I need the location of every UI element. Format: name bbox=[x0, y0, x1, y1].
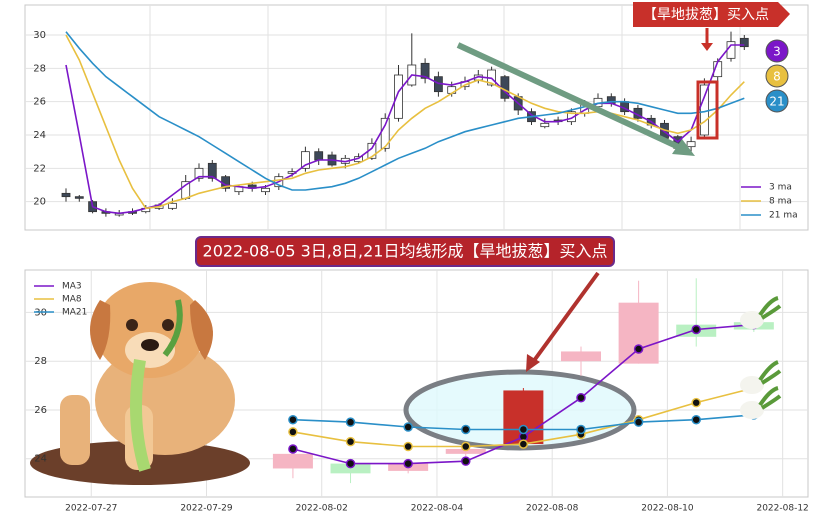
ma-point bbox=[345, 436, 356, 447]
badge-label: 3 bbox=[773, 45, 781, 59]
y-tick-label: 20 bbox=[33, 197, 46, 208]
y-tick-label: 24 bbox=[34, 454, 47, 465]
x-tick-label: 2022-08-10 bbox=[641, 504, 694, 514]
candle-body bbox=[61, 192, 71, 198]
ma-point bbox=[691, 414, 701, 425]
ma-point bbox=[691, 397, 701, 408]
ma-point bbox=[576, 424, 586, 435]
ma-point bbox=[633, 417, 644, 427]
ma-point bbox=[288, 427, 298, 437]
candle-body bbox=[300, 151, 310, 169]
ma-point bbox=[345, 458, 356, 469]
y-tick-label: 26 bbox=[34, 405, 47, 416]
ma-line bbox=[65, 44, 745, 215]
ma-point bbox=[403, 422, 413, 432]
legend-label: 21 ma bbox=[769, 211, 798, 221]
candle-body bbox=[394, 74, 403, 119]
title-banner bbox=[195, 236, 615, 267]
ma-line bbox=[65, 34, 745, 210]
annotation-text: 【旱地拔葱】买入点 bbox=[643, 7, 769, 23]
ma-point bbox=[461, 424, 471, 435]
candle-body bbox=[726, 41, 736, 59]
badge-label: 21 bbox=[769, 95, 784, 109]
pointer-arrow bbox=[531, 271, 600, 364]
legend-label: 3 ma bbox=[769, 183, 792, 193]
x-tick-label: 2022-08-08 bbox=[526, 504, 579, 514]
candle-body bbox=[330, 463, 371, 474]
pointer-arrow-head bbox=[526, 354, 540, 372]
text-layer: 【旱地拔葱】买入点 2022-08-05 3日,8日,21日均线形成【旱地拔葱】… bbox=[33, 7, 809, 514]
badge bbox=[765, 39, 789, 63]
trend-arrow-head bbox=[672, 139, 695, 156]
under-layer bbox=[25, 34, 808, 497]
ma-point bbox=[633, 344, 644, 354]
candle-body bbox=[618, 302, 659, 364]
y-tick-label: 28 bbox=[34, 356, 47, 367]
candle-body bbox=[700, 84, 709, 136]
leek-icons bbox=[740, 296, 782, 419]
x-tick-label: 2022-08-12 bbox=[756, 504, 808, 514]
decorations bbox=[30, 2, 790, 485]
candle-body bbox=[261, 187, 270, 193]
badge bbox=[765, 64, 789, 88]
trend-arrow bbox=[456, 42, 687, 153]
candle-body bbox=[194, 167, 204, 179]
ma-point bbox=[518, 439, 529, 449]
candle-body bbox=[540, 122, 550, 128]
ma-point bbox=[288, 444, 298, 454]
highlight-box bbox=[696, 80, 719, 140]
ma-line bbox=[65, 31, 745, 191]
candle-body bbox=[686, 141, 696, 148]
candle-body bbox=[74, 196, 84, 199]
legend-label: MA8 bbox=[62, 295, 82, 305]
ma-point bbox=[403, 458, 413, 469]
top-panel bbox=[24, 4, 809, 231]
y-tick-label: 22 bbox=[33, 163, 46, 174]
candle-body bbox=[314, 151, 324, 161]
dog-illustration bbox=[30, 282, 250, 485]
down-arrow-head bbox=[701, 43, 713, 51]
annotation-banner bbox=[633, 2, 790, 27]
ma-point bbox=[461, 456, 471, 466]
x-tick-label: 2022-07-29 bbox=[180, 504, 233, 514]
y-tick-label: 28 bbox=[33, 63, 46, 74]
ma-point bbox=[345, 417, 356, 427]
badge bbox=[765, 89, 789, 113]
plot-layer bbox=[61, 31, 774, 484]
badge-label: 8 bbox=[773, 70, 781, 84]
ma-point bbox=[288, 414, 298, 425]
candle-body bbox=[420, 62, 430, 79]
ma-point bbox=[403, 441, 413, 452]
ma-point bbox=[691, 324, 701, 335]
chart-title: 2022-08-05 3日,8日,21日均线形成【旱地拔葱】买入点 bbox=[203, 242, 608, 261]
candle-body bbox=[167, 202, 177, 209]
y-tick-label: 26 bbox=[33, 97, 46, 108]
candle-body bbox=[739, 37, 749, 48]
y-tick-label: 24 bbox=[33, 130, 46, 141]
y-tick-label: 30 bbox=[33, 30, 46, 41]
ma-point bbox=[518, 424, 529, 435]
candle-body bbox=[560, 351, 601, 362]
legend-label: MA3 bbox=[62, 282, 82, 292]
legend-label: MA21 bbox=[62, 308, 87, 318]
x-tick-label: 2022-08-04 bbox=[411, 504, 464, 514]
ma-point bbox=[461, 441, 471, 452]
x-tick-label: 2022-07-27 bbox=[65, 504, 117, 514]
legend-label: 8 ma bbox=[769, 197, 792, 207]
x-tick-label: 2022-08-02 bbox=[296, 504, 348, 514]
candle-body bbox=[272, 453, 313, 469]
candle-body bbox=[207, 162, 217, 179]
y-tick-label: 30 bbox=[34, 307, 47, 318]
candle-body bbox=[445, 448, 486, 454]
ma-point bbox=[576, 393, 586, 403]
